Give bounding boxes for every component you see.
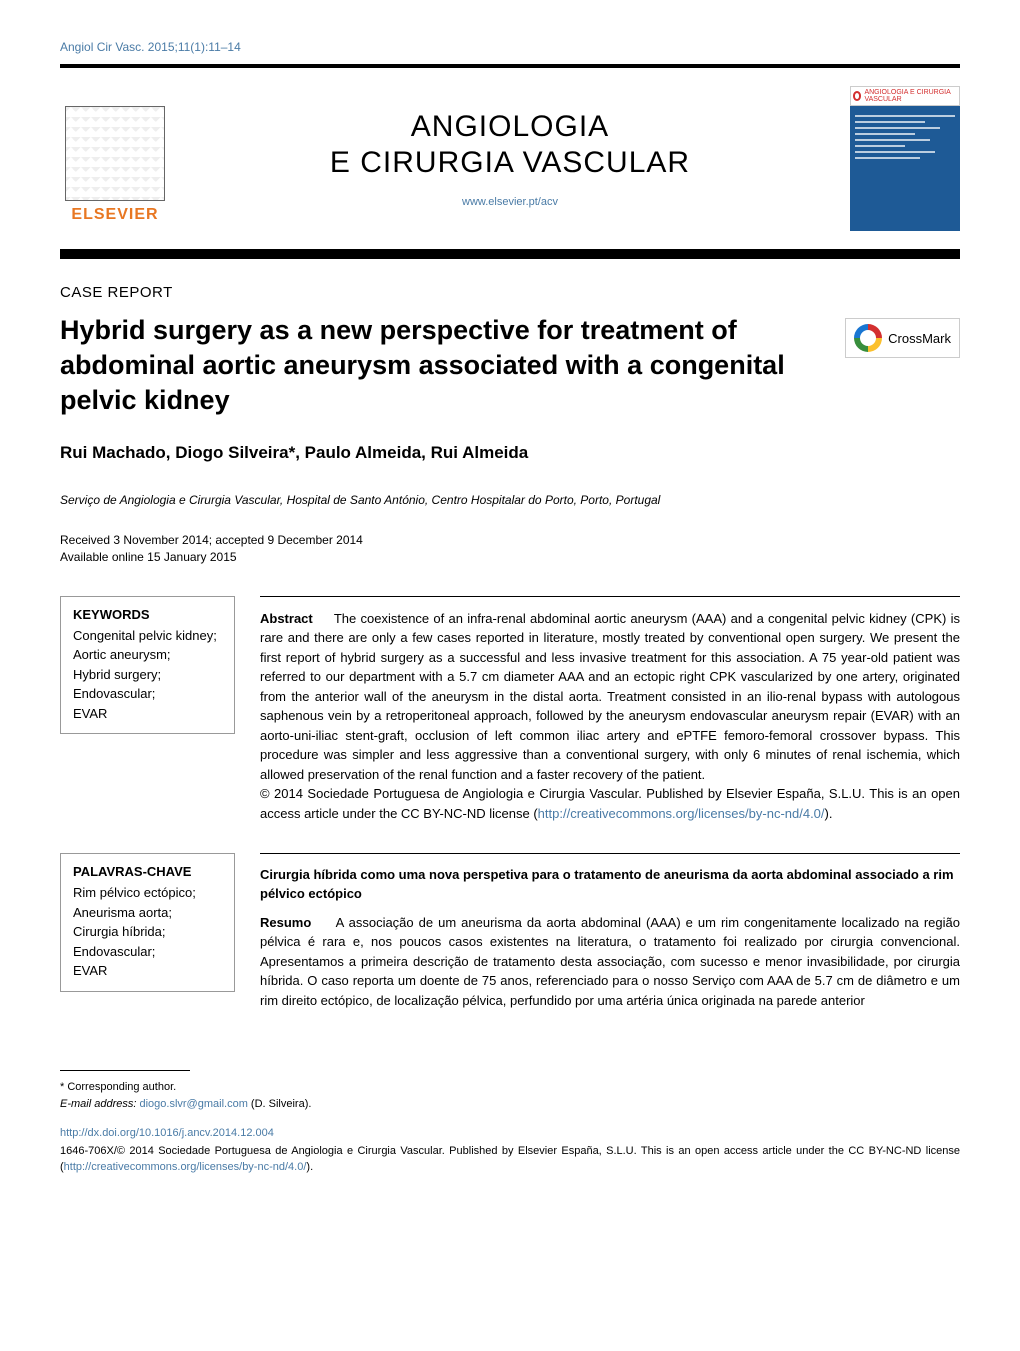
journal-title-line2: E CIRURGIA VASCULAR [190,145,830,181]
authors: Rui Machado, Diogo Silveira*, Paulo Alme… [60,443,960,463]
title-row: Hybrid surgery as a new perspective for … [60,313,960,418]
journal-cover-thumbnail: ANGIOLOGIA E CIRURGIA VASCULAR [850,86,960,231]
journal-cover-logo-icon [853,91,861,101]
abstract-column-pt: Cirurgia híbrida como uma nova perspetiv… [260,853,960,1010]
abstract-copyright-en: © 2014 Sociedade Portuguesa de Angiologi… [260,784,960,823]
journal-cover-body [850,106,960,168]
citation-line: Angiol Cir Vasc. 2015;11(1):11–14 [60,40,960,54]
abstract-text-pt: A associação de um aneurisma da aorta ab… [260,915,960,1008]
keywords-list-pt: Rim pélvico ectópico; Aneurisma aorta; C… [73,883,222,981]
keywords-column-en: KEYWORDS Congenital pelvic kidney; Aorti… [60,596,235,824]
article-dates: Received 3 November 2014; accepted 9 Dec… [60,532,960,566]
journal-title-block: ANGIOLOGIA E CIRURGIA VASCULAR www.elsev… [190,109,830,208]
abstract-heading-pt: Resumo [260,915,311,930]
keywords-heading-en: KEYWORDS [73,607,222,622]
copyright-close-en: ). [825,806,833,821]
elsevier-tree-icon [65,106,165,201]
doi-link[interactable]: http://dx.doi.org/10.1016/j.ancv.2014.12… [60,1127,960,1139]
keywords-heading-pt: PALAVRAS-CHAVE [73,864,222,879]
abstract-title-pt: Cirurgia híbrida como uma nova perspetiv… [260,866,960,902]
header-divider-top [60,64,960,68]
footer-copyright-close: ). [306,1161,313,1173]
abstract-section-pt: PALAVRAS-CHAVE Rim pélvico ectópico; Ane… [60,853,960,1010]
crossmark-badge[interactable]: CrossMark [845,318,960,358]
keywords-column-pt: PALAVRAS-CHAVE Rim pélvico ectópico; Ane… [60,853,235,1010]
article-title: Hybrid surgery as a new perspective for … [60,313,825,418]
abstract-body-en: Abstract The coexistence of an infra-ren… [260,609,960,785]
keywords-box-en: KEYWORDS Congenital pelvic kidney; Aorti… [60,596,235,735]
publisher-logo: ELSEVIER [60,94,170,224]
abstract-text-en: The coexistence of an infra-renal abdomi… [260,611,960,782]
abstract-body-pt: Resumo A associação de um aneurisma da a… [260,913,960,1011]
footer-divider [60,1070,190,1071]
journal-title-line1: ANGIOLOGIA [190,109,830,145]
email-label: E-mail address: [60,1098,139,1110]
journal-cover-header: ANGIOLOGIA E CIRURGIA VASCULAR [850,86,960,106]
email-author-name: (D. Silveira). [248,1098,312,1110]
journal-cover-title: ANGIOLOGIA E CIRURGIA VASCULAR [864,89,957,103]
copyright-footer: 1646-706X/© 2014 Sociedade Portuguesa de… [60,1144,960,1175]
crossmark-label: CrossMark [888,331,951,346]
article-type: CASE REPORT [60,284,960,301]
abstract-heading-en: Abstract [260,611,313,626]
keywords-list-en: Congenital pelvic kidney; Aortic aneurys… [73,626,222,724]
email-address[interactable]: diogo.slvr@gmail.com [139,1098,247,1110]
corresponding-label: * Corresponding author. [60,1079,960,1096]
affiliation: Serviço de Angiologia e Cirurgia Vascula… [60,493,960,507]
footer-license-url[interactable]: http://creativecommons.org/licenses/by-n… [64,1161,307,1173]
abstract-column-en: Abstract The coexistence of an infra-ren… [260,596,960,824]
journal-url[interactable]: www.elsevier.pt/acv [190,196,830,208]
header-divider-bottom [60,249,960,259]
crossmark-icon [854,324,882,352]
header-section: ELSEVIER ANGIOLOGIA E CIRURGIA VASCULAR … [60,76,960,241]
corresponding-author: * Corresponding author. E-mail address: … [60,1079,960,1112]
abstract-section-en: KEYWORDS Congenital pelvic kidney; Aorti… [60,596,960,824]
available-date: Available online 15 January 2015 [60,549,960,566]
keywords-box-pt: PALAVRAS-CHAVE Rim pélvico ectópico; Ane… [60,853,235,992]
received-date: Received 3 November 2014; accepted 9 Dec… [60,532,960,549]
publisher-name: ELSEVIER [71,206,158,224]
license-url-en[interactable]: http://creativecommons.org/licenses/by-n… [538,806,825,821]
